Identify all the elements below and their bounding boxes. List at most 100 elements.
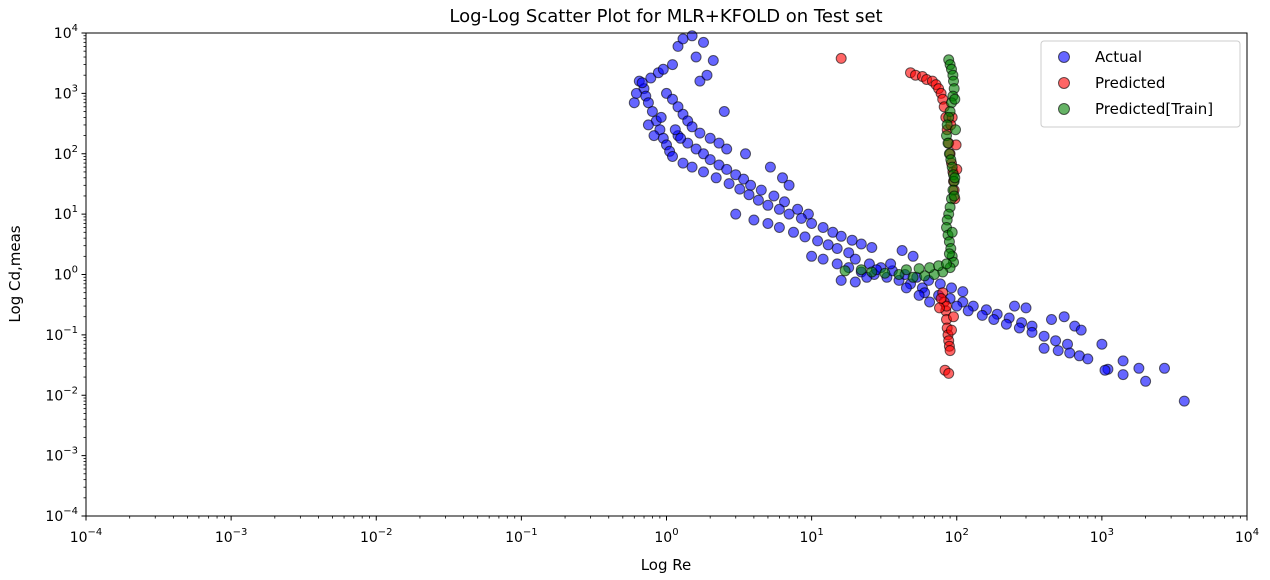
data-point (839, 265, 851, 277)
legend-marker (1058, 77, 1070, 89)
data-point (866, 242, 878, 253)
x-tick-label: 104 (1235, 527, 1259, 546)
data-point (951, 300, 963, 312)
data-point (913, 289, 925, 301)
data-point (777, 172, 788, 184)
x-tick-label: 103 (1090, 527, 1114, 546)
data-point (704, 132, 716, 144)
data-point (948, 311, 959, 323)
data-point (944, 345, 956, 357)
data-point (1178, 395, 1190, 407)
data-point (988, 314, 1000, 325)
data-point (943, 367, 955, 379)
data-point (748, 214, 760, 226)
y-tick-label: 103 (54, 83, 78, 102)
data-point (628, 97, 640, 109)
data-point (924, 296, 936, 308)
data-point (957, 286, 969, 298)
data-point (1058, 311, 1070, 323)
data-point (896, 245, 908, 256)
data-point (855, 238, 867, 250)
data-point (694, 127, 706, 139)
data-point (792, 203, 804, 215)
data-point (1096, 338, 1108, 350)
data-point (783, 208, 795, 220)
data-point (721, 163, 733, 175)
data-points-layer (628, 30, 1190, 407)
data-point (900, 264, 912, 276)
data-point (1038, 342, 1050, 354)
data-point (704, 154, 716, 166)
x-axis-ticks: 10−4 10−3 10−2 10−1 100 101 102 103 104 (70, 516, 1259, 546)
data-point (948, 190, 960, 202)
data-point (1026, 326, 1038, 338)
data-point (752, 194, 764, 206)
data-point (779, 196, 790, 208)
x-tick-label: 102 (945, 527, 969, 546)
data-point (1046, 314, 1057, 325)
data-point (672, 101, 684, 113)
legend-label: Predicted[Train] (1095, 100, 1213, 118)
data-point (817, 253, 829, 265)
data-point (1082, 353, 1094, 365)
data-point (1013, 322, 1025, 334)
y-tick-label: 10−4 (45, 506, 78, 525)
data-point (755, 184, 767, 196)
data-point (669, 124, 681, 136)
data-point (942, 137, 954, 149)
data-point (1117, 369, 1129, 381)
data-point (1000, 318, 1012, 330)
data-point (1099, 364, 1111, 376)
data-point (636, 77, 648, 89)
data-point (843, 247, 855, 259)
data-point (943, 248, 955, 260)
data-point (667, 93, 678, 105)
data-point (655, 111, 667, 123)
legend-label: Predicted (1095, 74, 1165, 92)
data-point (835, 52, 847, 64)
data-point (799, 231, 811, 243)
legend-label: Actual (1095, 48, 1142, 66)
data-point (835, 230, 847, 242)
series-predicted (835, 52, 963, 379)
data-point (1117, 355, 1129, 367)
x-tick-label: 10−4 (70, 527, 103, 546)
data-point (667, 59, 678, 71)
data-point (677, 33, 689, 45)
y-tick-label: 10−3 (45, 446, 78, 465)
y-tick-label: 102 (54, 144, 78, 163)
data-point (677, 157, 689, 169)
data-point (690, 51, 702, 63)
series-predicted-train (839, 54, 961, 283)
data-point (806, 218, 818, 229)
data-point (941, 258, 952, 270)
data-point (642, 119, 654, 131)
data-point (1052, 345, 1064, 357)
data-point (788, 226, 799, 238)
data-point (941, 119, 953, 131)
data-point (846, 234, 858, 246)
x-tick-label: 101 (800, 527, 824, 546)
data-point (721, 143, 733, 155)
x-axis-label: Log Re (641, 556, 692, 574)
data-point (672, 40, 684, 52)
data-point (1020, 302, 1032, 314)
data-point (646, 106, 658, 117)
y-tick-label: 10−1 (45, 325, 78, 344)
data-point (718, 106, 730, 117)
data-point (806, 250, 818, 262)
data-point (686, 30, 698, 42)
data-point (740, 148, 751, 160)
y-axis-label: Log Cd,meas (6, 225, 24, 322)
data-point (907, 271, 919, 283)
data-point (723, 178, 735, 190)
data-point (773, 222, 785, 233)
y-tick-label: 101 (54, 204, 78, 223)
data-point (710, 172, 722, 184)
data-point (831, 243, 843, 254)
data-point (1009, 300, 1020, 312)
data-point (701, 69, 713, 81)
data-point (1140, 375, 1152, 387)
data-point (686, 121, 698, 133)
data-point (849, 276, 861, 288)
